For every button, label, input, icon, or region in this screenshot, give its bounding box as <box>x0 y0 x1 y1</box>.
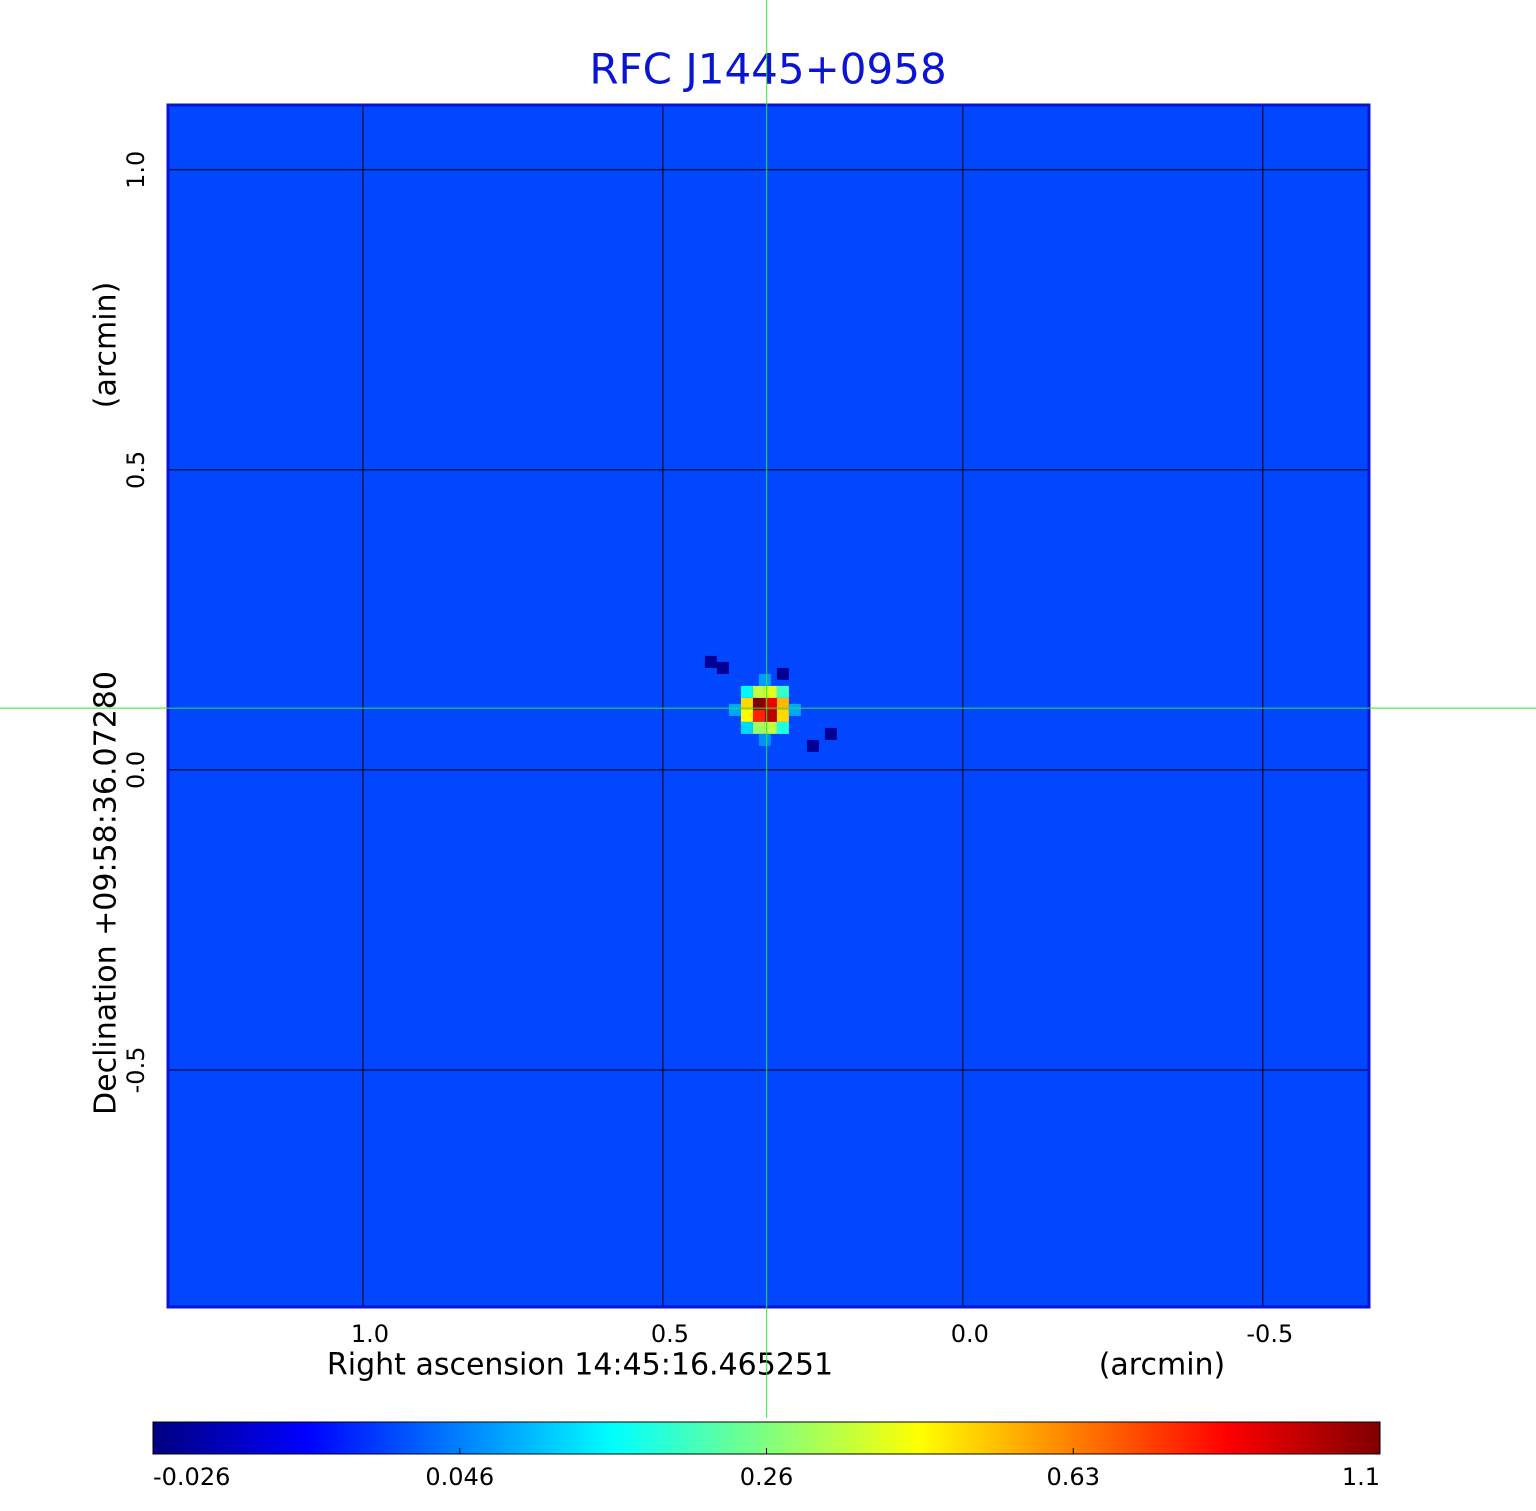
pixel <box>764 709 777 722</box>
pixel <box>776 697 789 710</box>
pixel <box>740 709 753 722</box>
pixel <box>752 697 765 710</box>
pixel <box>740 685 753 698</box>
x-tick-label: -0.5 <box>1246 1320 1293 1348</box>
pixel <box>752 709 765 722</box>
plot-frame <box>166 103 1371 1309</box>
y-tick-label: -0.5 <box>122 1047 150 1094</box>
pixel <box>824 727 837 740</box>
pixel <box>752 685 765 698</box>
pixel <box>716 661 729 674</box>
pixel <box>728 703 741 716</box>
x-axis-label: Right ascension 14:45:16.465251 <box>327 1348 833 1383</box>
pixel <box>704 655 717 668</box>
y-tick-label: 0.5 <box>122 451 150 489</box>
pixel <box>764 685 777 698</box>
x-tick-label: 0.5 <box>651 1320 689 1348</box>
pixel <box>764 721 777 734</box>
pixel <box>752 721 765 734</box>
pixel <box>806 739 819 752</box>
y-axis-unit: (arcmin) <box>89 282 124 409</box>
colorbar-tick-label: 0.63 <box>1047 1463 1100 1491</box>
colorbar-tick-label: 0.26 <box>740 1463 793 1491</box>
pixel <box>740 721 753 734</box>
colorbar-tick-label: 1.1 <box>1342 1463 1380 1491</box>
x-tick-label: 1.0 <box>351 1320 389 1348</box>
pixel <box>758 733 771 746</box>
chart-title: RFC J1445+0958 <box>589 45 946 94</box>
colorbar-tick-label: 0.046 <box>425 1463 494 1491</box>
y-tick-label: 1.0 <box>122 151 150 189</box>
pixel <box>776 721 789 734</box>
pixel <box>776 685 789 698</box>
pixel <box>788 703 801 716</box>
pixel <box>740 697 753 710</box>
pixel <box>776 667 789 680</box>
x-tick-label: 0.0 <box>951 1320 989 1348</box>
y-axis-label: Declination +09:58:36.07280 <box>89 671 124 1115</box>
pixel <box>758 673 771 686</box>
pixel <box>776 709 789 722</box>
x-axis-unit: (arcmin) <box>1099 1348 1226 1383</box>
pixel <box>764 697 777 710</box>
y-tick-label: 0.0 <box>122 751 150 789</box>
colorbar-tick-label: -0.026 <box>153 1463 230 1491</box>
